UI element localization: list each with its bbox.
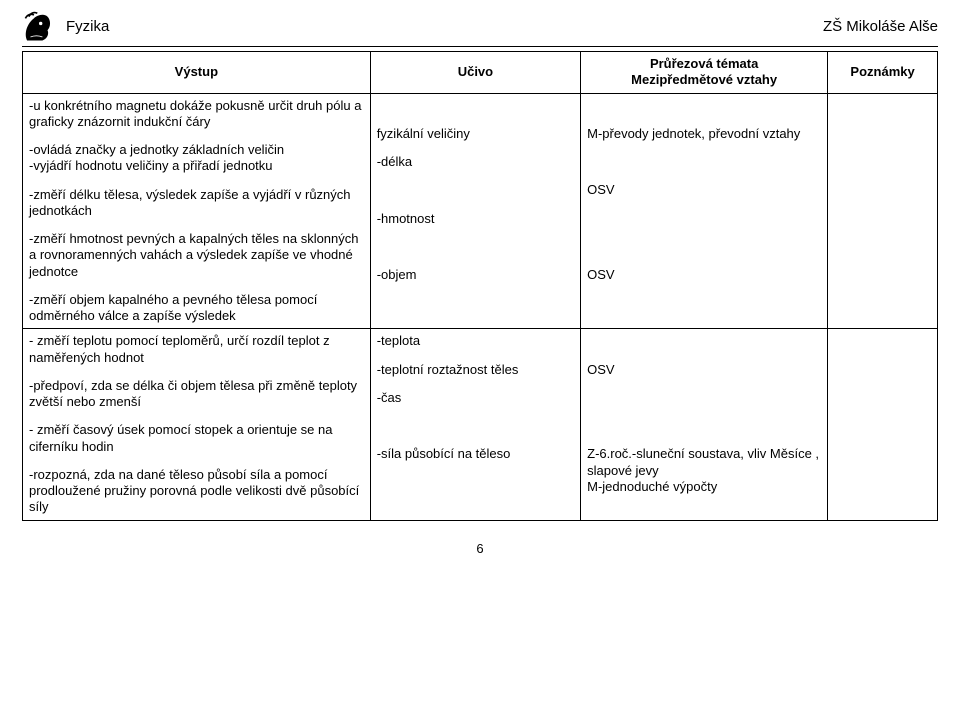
curriculum-table: Výstup Učivo Průřezová témata Mezipředmě… bbox=[22, 51, 938, 521]
subject-label: Fyzika bbox=[66, 18, 109, 35]
table-header-row: Výstup Učivo Průřezová témata Mezipředmě… bbox=[23, 52, 938, 94]
text-line: M-jednoduché výpočty bbox=[587, 479, 821, 495]
col-header-vztahy-line1: Průřezová témata bbox=[650, 56, 758, 71]
text-line: -teplota bbox=[377, 333, 574, 349]
col-header-ucivo: Učivo bbox=[370, 52, 580, 94]
text-line: -rozpozná, zda na dané těleso působí síl… bbox=[29, 467, 364, 516]
text-line: M-převody jednotek, převodní vztahy bbox=[587, 126, 821, 142]
text-line: - změří teplotu pomocí teploměrů, určí r… bbox=[29, 333, 364, 366]
table-row: - změří teplotu pomocí teploměrů, určí r… bbox=[23, 329, 938, 520]
cell-vystup: -u konkrétního magnetu dokáže pokusně ur… bbox=[23, 93, 371, 329]
text-line: -změří hmotnost pevných a kapalných těle… bbox=[29, 231, 364, 280]
cell-vztahy: OSV Z-6.roč.-sluneční soustava, vliv Měs… bbox=[581, 329, 828, 520]
text-line: -změří objem kapalného a pevného tělesa … bbox=[29, 292, 364, 325]
text-line: -změří délku tělesa, výsledek zapíše a v… bbox=[29, 187, 364, 220]
cell-poznamky bbox=[828, 329, 938, 520]
cell-poznamky bbox=[828, 93, 938, 329]
text-line: -hmotnost bbox=[377, 211, 574, 227]
col-header-vystup: Výstup bbox=[23, 52, 371, 94]
header-left: Fyzika bbox=[22, 8, 109, 44]
text-line: -délka bbox=[377, 154, 574, 170]
col-header-vztahy: Průřezová témata Mezipředmětové vztahy bbox=[581, 52, 828, 94]
text-line: -ovládá značky a jednotky základních vel… bbox=[29, 142, 364, 158]
school-label: ZŠ Mikoláše Alše bbox=[823, 18, 938, 35]
col-header-vztahy-line2: Mezipředmětové vztahy bbox=[631, 72, 777, 87]
page-number: 6 bbox=[22, 541, 938, 556]
text-line: -objem bbox=[377, 267, 574, 283]
text-line: -u konkrétního magnetu dokáže pokusně ur… bbox=[29, 98, 364, 131]
text-line: - změří časový úsek pomocí stopek a orie… bbox=[29, 422, 364, 455]
text-line: OSV bbox=[587, 362, 821, 378]
text-line: OSV bbox=[587, 182, 821, 198]
page-header: Fyzika ZŠ Mikoláše Alše bbox=[22, 8, 938, 47]
text-line: Z-6.roč.-sluneční soustava, vliv Měsíce … bbox=[587, 446, 821, 479]
text-line: -síla působící na těleso bbox=[377, 446, 574, 462]
cell-vystup: - změří teplotu pomocí teploměrů, určí r… bbox=[23, 329, 371, 520]
text-line: -čas bbox=[377, 390, 574, 406]
cell-vztahy: M-převody jednotek, převodní vztahy OSV … bbox=[581, 93, 828, 329]
cell-ucivo: -teplota -teplotní roztažnost těles -čas… bbox=[370, 329, 580, 520]
text-line: -vyjádří hodnotu veličiny a přiřadí jedn… bbox=[29, 158, 364, 174]
text-line: -předpoví, zda se délka či objem tělesa … bbox=[29, 378, 364, 411]
col-header-poznamky: Poznámky bbox=[828, 52, 938, 94]
text-line: fyzikální veličiny bbox=[377, 126, 574, 142]
text-line: OSV bbox=[587, 267, 821, 283]
mascot-icon bbox=[22, 8, 56, 44]
text-line: -teplotní roztažnost těles bbox=[377, 362, 574, 378]
table-row: -u konkrétního magnetu dokáže pokusně ur… bbox=[23, 93, 938, 329]
cell-ucivo: fyzikální veličiny -délka -hmotnost -obj… bbox=[370, 93, 580, 329]
